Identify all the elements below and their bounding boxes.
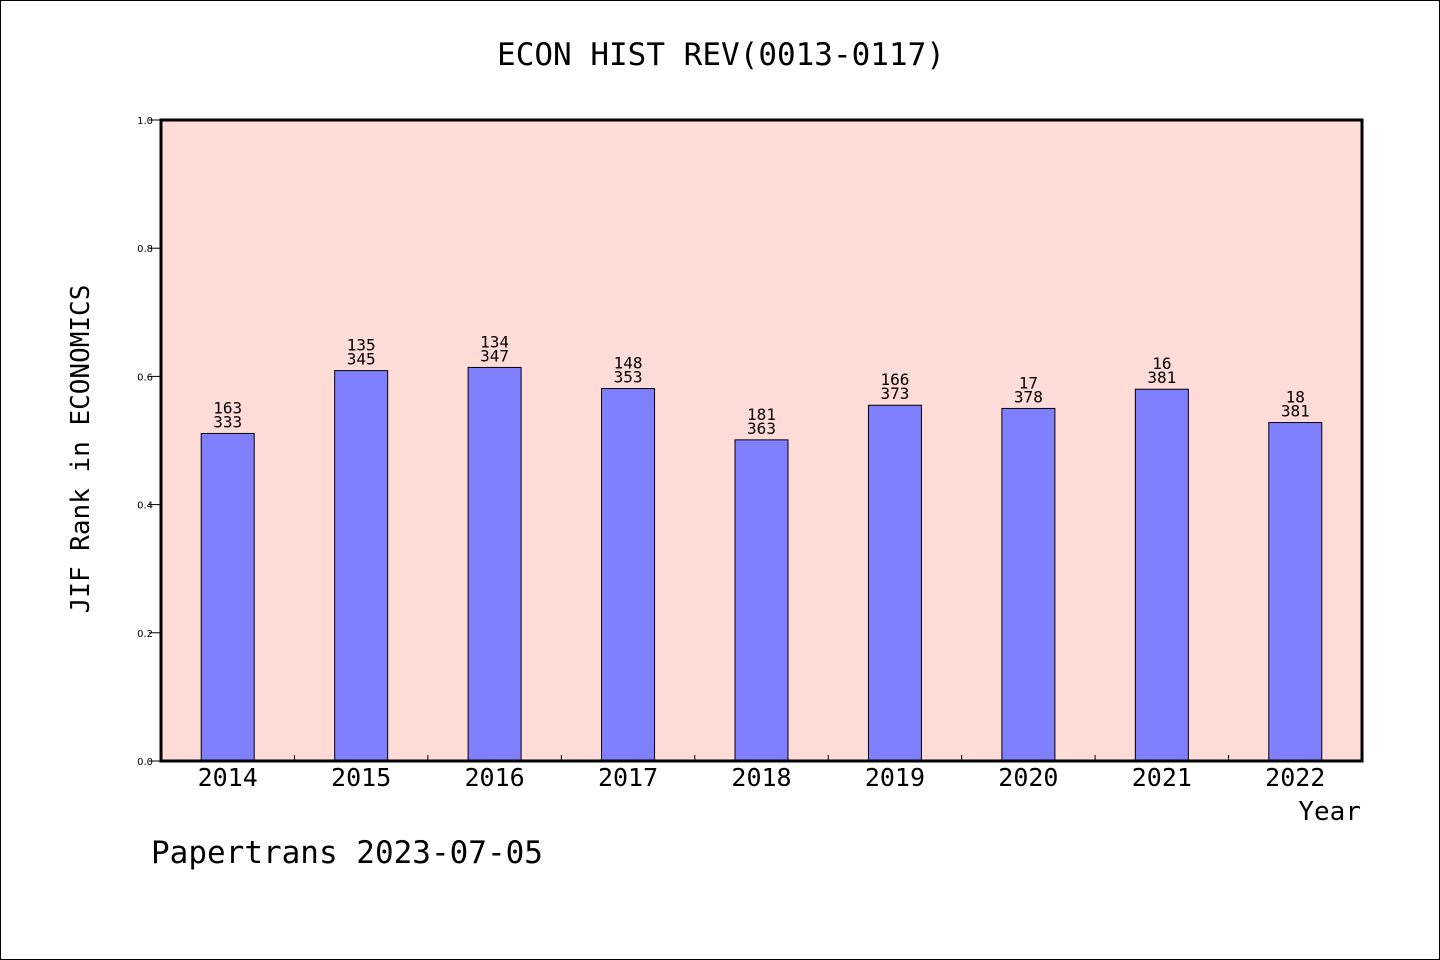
bar-total-label-2022: 381	[1281, 402, 1310, 421]
x-tick-label-2018: 2018	[731, 763, 791, 792]
bar-rank-label-2021: 16	[1152, 354, 1171, 373]
bar-2014	[200, 432, 255, 762]
bar-rank-label-2018: 181	[747, 405, 776, 424]
bar-total-label-2020: 378	[1014, 387, 1043, 406]
bar-2017	[601, 388, 656, 762]
x-tick-label-2020: 2020	[998, 763, 1058, 792]
bar-2021	[1134, 388, 1189, 762]
y-tick-label-1.0: 1.0	[137, 116, 153, 127]
x-tick-label-2021: 2021	[1132, 763, 1192, 792]
bar-2022	[1268, 422, 1323, 762]
y-tick-label-0.0: 0.0	[137, 757, 153, 768]
bar-total-label-2019: 373	[880, 384, 909, 403]
x-tick-label-2014: 2014	[198, 763, 258, 792]
bar-2020	[1001, 407, 1056, 762]
bar-rank-label-2017: 148	[614, 354, 643, 373]
bar-rank-label-2016: 134	[480, 332, 509, 351]
bar-total-label-2021: 381	[1147, 368, 1176, 387]
bar-2019	[867, 404, 922, 762]
bar-rank-label-2022: 18	[1286, 388, 1305, 407]
x-tick-label-2019: 2019	[865, 763, 925, 792]
bar-total-label-2017: 353	[614, 368, 643, 387]
y-tick-label-0.2: 0.2	[137, 629, 153, 640]
y-tick-label-0.4: 0.4	[137, 501, 153, 512]
bar-total-label-2016: 347	[480, 346, 509, 365]
bar-total-label-2015: 345	[347, 350, 376, 369]
bar-total-label-2018: 363	[747, 419, 776, 438]
x-axis-label: Year	[1298, 797, 1361, 827]
chart-title: ECON HIST REV(0013-0117)	[497, 37, 945, 73]
bar-2016	[467, 366, 522, 762]
bar-rank-label-2019: 166	[880, 370, 909, 389]
bar-rank-label-2020: 17	[1019, 373, 1038, 392]
bar-total-label-2014: 333	[213, 412, 242, 431]
bar-2015	[334, 370, 389, 762]
bar-2018	[734, 439, 789, 762]
x-tick-label-2022: 2022	[1265, 763, 1325, 792]
x-tick-label-2015: 2015	[331, 763, 391, 792]
bar-rank-label-2015: 135	[347, 336, 376, 355]
bar-rank-label-2014: 163	[213, 398, 242, 417]
plot-frame	[159, 118, 1364, 763]
x-tick-label-2016: 2016	[465, 763, 525, 792]
x-tick-label-2017: 2017	[598, 763, 658, 792]
footer-text: Papertrans 2023-07-05	[151, 835, 543, 871]
y-tick-label-0.6: 0.6	[137, 372, 153, 383]
y-tick-label-0.8: 0.8	[137, 244, 153, 255]
